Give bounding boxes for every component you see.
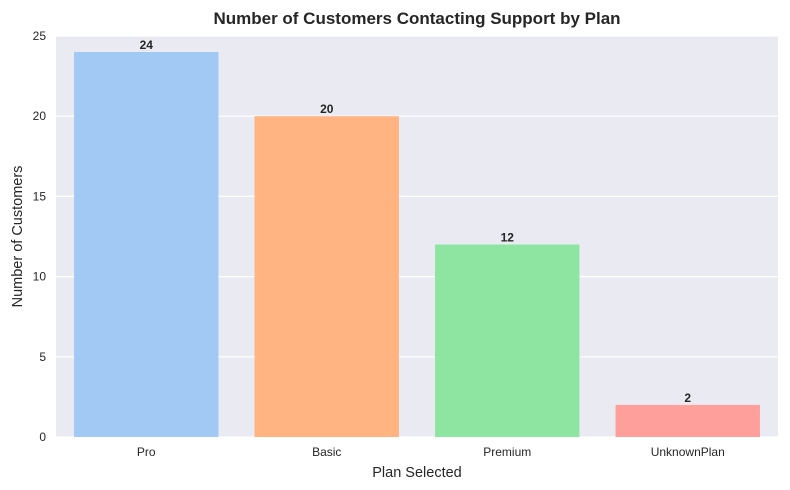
- data-label: 20: [320, 102, 334, 116]
- data-label: 2: [684, 391, 691, 405]
- y-tick-label: 10: [33, 270, 47, 284]
- bar-pro: [74, 52, 219, 437]
- data-label: 24: [140, 38, 154, 52]
- data-label: 12: [501, 231, 515, 245]
- y-tick-label: 20: [33, 109, 47, 123]
- y-tick-label: 0: [39, 430, 46, 444]
- data-labels: 24 20 12 2: [140, 38, 692, 405]
- chart-title: Number of Customers Contacting Support b…: [213, 9, 620, 28]
- x-axis-ticks: Pro Basic Premium UnknownPlan: [137, 445, 725, 459]
- bar-unknownplan: [615, 404, 760, 437]
- x-tick-label: Basic: [312, 445, 341, 459]
- y-tick-label: 25: [33, 29, 47, 43]
- bars: [74, 52, 760, 437]
- x-tick-label: Pro: [137, 445, 156, 459]
- y-axis-ticks: 0 5 10 15 20 25: [33, 29, 47, 444]
- x-tick-label: UnknownPlan: [651, 445, 725, 459]
- x-tick-label: Premium: [483, 445, 531, 459]
- x-axis-label: Plan Selected: [372, 465, 461, 481]
- bar-basic: [254, 116, 399, 437]
- y-tick-label: 15: [33, 189, 47, 203]
- bar-premium: [435, 244, 580, 437]
- y-tick-label: 5: [39, 350, 46, 364]
- y-axis-label: Number of Customers: [10, 166, 26, 308]
